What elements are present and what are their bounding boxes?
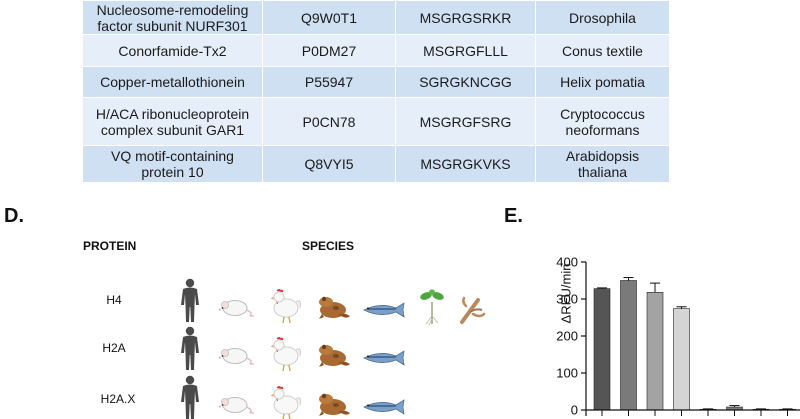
accession-cell: P0DM27 <box>262 34 396 67</box>
frog-icon <box>319 344 350 367</box>
species-cell: Cryptococcus neoformans <box>535 97 670 146</box>
panel-e-label: E. <box>504 205 523 227</box>
protein-label-h4: H4 <box>106 293 122 307</box>
chicken-icon <box>269 288 302 324</box>
frog-icon <box>319 393 350 416</box>
species-cell: Arabidopsis thaliana <box>535 145 670 183</box>
protein-name-cell: VQ motif-containing protein 10 <box>82 145 263 183</box>
panel-d-label: D. <box>4 205 24 227</box>
sequence-cell: MSGRGSRKR <box>395 0 536 35</box>
species-cell: Drosophila <box>535 0 670 35</box>
y-tick-label: 100 <box>556 366 578 381</box>
sequence-cell: SGRGKNCGG <box>395 66 536 98</box>
fish-icon <box>363 350 405 366</box>
chicken-icon <box>269 385 302 419</box>
mouse-icon <box>218 299 255 317</box>
species-header: SPECIES <box>302 239 355 253</box>
protein-name-cell: Nucleosome-remodeling factor subunit NURF… <box>82 0 263 35</box>
bar-chart: 0 100 200 300 400 <box>556 255 800 418</box>
table-row: Conorfamide-Tx2 P0DM27 MSGRGFLLL Conus t… <box>82 34 670 67</box>
protein-table: Nucleosome-remodeling factor subunit NURF… <box>82 0 670 183</box>
human-icon <box>181 278 199 322</box>
table-row: Nucleosome-remodeling factor subunit NURF… <box>82 0 670 35</box>
protein-name-cell: H/ACA ribonucleoprotein complex subunit G… <box>82 97 263 146</box>
y-tick-label: 300 <box>556 292 578 307</box>
y-tick-label: 200 <box>556 329 578 344</box>
table-row: H/ACA ribonucleoprotein complex subunit G… <box>82 97 670 146</box>
species-row-h2ax <box>181 375 405 419</box>
frog-icon <box>319 296 350 319</box>
species-cell: Conus textile <box>535 34 670 67</box>
chicken-icon <box>269 336 302 372</box>
species-row-h2a <box>181 326 405 372</box>
sequence-cell: MSGRGFSRG <box>395 97 536 146</box>
bar <box>646 292 664 411</box>
human-icon <box>181 375 199 419</box>
protein-label-h2a: H2A <box>102 341 126 355</box>
accession-cell: Q9W0T1 <box>262 0 396 35</box>
sequence-cell: MSGRGKVKS <box>395 145 536 183</box>
accession-cell: P0CN78 <box>262 97 396 146</box>
protein-name-cell: Conorfamide-Tx2 <box>82 34 263 67</box>
table-row: Copper-metallothionein P55947 SGRGKNCGG … <box>82 66 670 98</box>
bar <box>620 280 637 411</box>
fish-icon <box>363 399 405 415</box>
human-icon <box>181 326 199 370</box>
bar <box>673 308 690 411</box>
accession-cell: Q8VYI5 <box>262 145 396 183</box>
species-row-h4 <box>181 278 486 326</box>
mouse-icon <box>218 347 255 365</box>
sequence-cell: MSGRGFLLL <box>395 34 536 67</box>
species-cell: Helix pomatia <box>535 66 670 98</box>
mouse-icon <box>218 396 255 414</box>
y-tick-label: 0 <box>571 403 578 418</box>
accession-cell: P55947 <box>262 66 396 98</box>
y-tick-label: 400 <box>556 255 578 270</box>
table-row: VQ motif-containing protein 10 Q8VYI5 MSG… <box>82 145 670 183</box>
mushroom-icon <box>460 296 486 324</box>
protein-label-h2ax: H2A.X <box>100 392 136 406</box>
protein-header: PROTEIN <box>83 239 137 253</box>
fish-icon <box>363 302 405 318</box>
bar <box>593 288 611 411</box>
plant-icon <box>418 288 446 326</box>
protein-name-cell: Copper-metallothionein <box>82 66 263 98</box>
